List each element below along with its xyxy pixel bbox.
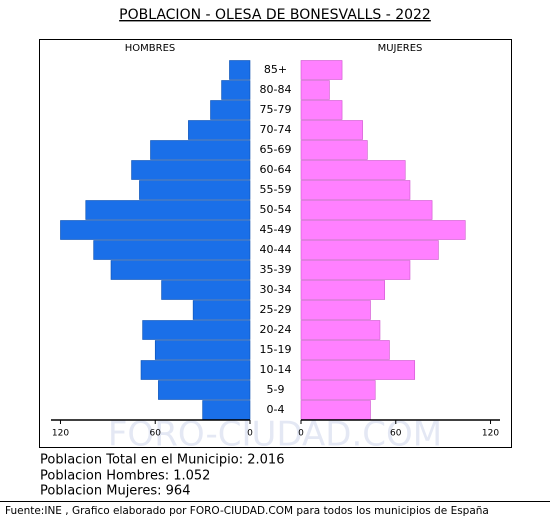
category-label: 65-69 (260, 143, 292, 156)
bar (142, 320, 251, 340)
category-label: 50-54 (260, 203, 292, 216)
category-label: 25-29 (260, 303, 292, 316)
bar (300, 160, 406, 180)
category-label: 60-64 (260, 163, 292, 176)
bar (202, 400, 251, 420)
note: Poblacion Mujeres: 964 (40, 484, 190, 499)
bar (93, 240, 251, 260)
x-tick-label: 60 (390, 429, 402, 439)
legend-label: HOMBRES (125, 43, 176, 54)
bar (110, 260, 251, 280)
bar (188, 120, 251, 140)
bar (140, 360, 251, 380)
x-tick-label: 0 (247, 429, 253, 439)
bar (300, 300, 371, 320)
category-label: 75-79 (260, 103, 292, 116)
bar (300, 120, 363, 140)
bar (131, 160, 251, 180)
bar (300, 340, 390, 360)
bar (154, 340, 251, 360)
bar (300, 400, 371, 420)
bar (300, 60, 343, 80)
bar (300, 360, 416, 380)
bar (60, 220, 251, 240)
category-label: 80-84 (260, 83, 292, 96)
bar (192, 300, 251, 320)
category-label: 20-24 (260, 323, 292, 336)
legend-label: MUJERES (378, 43, 423, 54)
source: Fuente:INE , Grafico elaborado por FORO-… (5, 505, 489, 517)
chart-title: POBLACION - OLESA DE BONESVALLS - 2022 (119, 7, 431, 23)
bar (221, 80, 251, 100)
note: Poblacion Total en el Municipio: 2.016 (40, 453, 284, 468)
category-label: 10-14 (260, 363, 292, 376)
category-label: 5-9 (267, 383, 285, 396)
bar (300, 220, 466, 240)
note: Poblacion Hombres: 1.052 (40, 469, 210, 484)
bar (300, 280, 386, 300)
bar (85, 200, 251, 220)
bar (158, 380, 251, 400)
bar (300, 380, 376, 400)
watermark: FORO-CIUDAD.COM (108, 415, 442, 455)
x-tick-label: 0 (298, 429, 304, 439)
category-label: 55-59 (260, 183, 292, 196)
bar (300, 140, 368, 160)
category-label: 0-4 (267, 403, 285, 416)
bar (300, 260, 411, 280)
x-tick-label: 120 (52, 429, 69, 439)
bar (210, 100, 251, 120)
bar (300, 180, 411, 200)
bar (300, 240, 439, 260)
bar (229, 60, 251, 80)
bar (139, 180, 251, 200)
x-tick-label: 120 (482, 429, 499, 439)
bar (300, 320, 381, 340)
bar (150, 140, 251, 160)
category-label: 15-19 (260, 343, 292, 356)
bar (161, 280, 251, 300)
category-label: 70-74 (260, 123, 292, 136)
category-label: 30-34 (260, 283, 292, 296)
bar (300, 200, 433, 220)
bar (300, 100, 343, 120)
category-label: 40-44 (260, 243, 292, 256)
category-label: 45-49 (260, 223, 292, 236)
category-label: 85+ (264, 63, 287, 76)
bar (300, 80, 330, 100)
category-label: 35-39 (260, 263, 292, 276)
x-tick-label: 60 (150, 429, 162, 439)
